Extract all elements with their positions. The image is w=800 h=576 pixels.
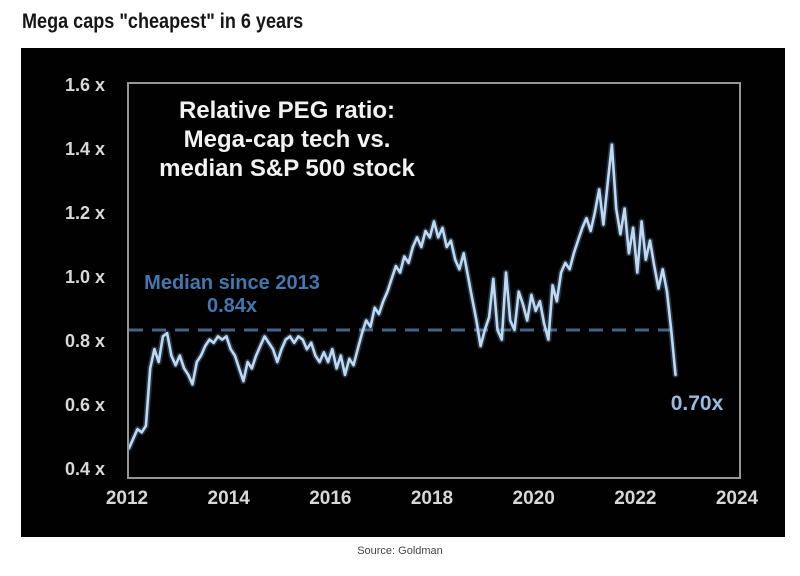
y-tick-label: 1.4 x [64, 139, 105, 160]
y-tick-label: 0.6 x [64, 394, 105, 415]
chart-title-line-1: Relative PEG ratio: [178, 97, 396, 124]
x-tick-label: 2012 [105, 488, 149, 509]
median-annotation-value: 0.84x [206, 295, 258, 317]
y-tick-label: 1.2 x [64, 203, 105, 223]
x-tick-label: 2018 [410, 488, 454, 509]
chart-title: Relative PEG ratio: Mega-cap tech vs. me… [137, 96, 437, 183]
line-chart-svg [129, 141, 679, 452]
y-tick-label: 1.0 x [64, 266, 105, 287]
last-value-annotation: 0.70x [670, 392, 724, 415]
source-note: Source: Goldman [357, 545, 443, 557]
x-tick-label: 2024 [715, 488, 759, 509]
y-tick-label: 1.6 x [64, 75, 105, 96]
x-tick-label: 2016 [309, 488, 352, 509]
median-annotation: Median since 2013 0.84x [129, 272, 335, 318]
x-tick-label: 2014 [207, 488, 250, 509]
plot-area: Relative PEG ratio: Mega-cap tech vs. me… [127, 82, 741, 479]
series-line [129, 143, 677, 450]
chart-area: Relative PEG ratio: Mega-cap tech vs. me… [21, 48, 785, 537]
x-tick-label: 2020 [512, 488, 555, 509]
page-title: Mega caps "cheapest" in 6 years [22, 10, 304, 33]
x-tick-label: 2022 [614, 488, 657, 509]
median-annotation-text: Median since 2013 [144, 272, 320, 294]
chart-title-line-2: Mega-cap tech vs. [183, 126, 391, 153]
chart-title-line-3: median S&P 500 stock [159, 155, 415, 182]
y-tick-label: 0.8 x [64, 330, 105, 351]
y-tick-label: 0.4 x [64, 458, 105, 479]
